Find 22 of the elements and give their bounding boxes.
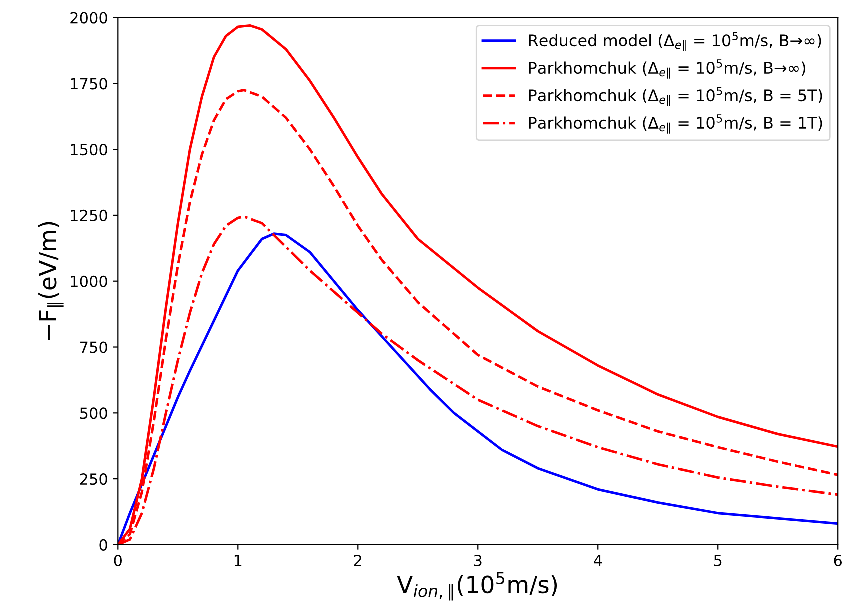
y-tick-label: 250 <box>80 474 108 486</box>
x-tick-label: 1 <box>234 555 242 566</box>
y-tick-label: 750 <box>80 342 108 354</box>
x-tick-label: 0 <box>114 554 122 567</box>
y-tick-label: 2000 <box>70 12 108 24</box>
y-tick-label: 500 <box>80 408 108 420</box>
x-axis-title: V$_{ion,∥}$(10$^{5}$m/s) <box>397 572 558 601</box>
y-tick-label: 1500 <box>71 144 108 156</box>
x-tick-label: 3 <box>474 554 482 567</box>
y-tick-label: 1250 <box>71 210 108 222</box>
legend-label: Reduced model (Δ$_{e∥}$ = 10$^{5}$m/s, B→∞) <box>529 32 822 52</box>
y-axis-title: −F$_{∥}$(eV/m) <box>38 222 64 340</box>
legend-label: Parkhomchuk (Δ$_{e∥}$ = 10$^{5}$m/s, B = 1T) <box>529 114 822 134</box>
legend-label: Parkhomchuk (Δ$_{e∥}$ = 10$^{5}$m/s, B = 5T) <box>529 87 822 106</box>
x-tick-label: 6 <box>834 554 842 567</box>
legend-label: Parkhomchuk (Δ$_{e∥}$ = 10$^{5}$m/s, B→∞) <box>529 60 806 79</box>
x-tick-label: 5 <box>714 555 722 567</box>
x-tick-label: 4 <box>594 555 602 566</box>
y-tick-label: 1000 <box>71 276 108 288</box>
y-tick-label: 1750 <box>71 78 108 90</box>
y-tick-label: 0 <box>100 539 108 551</box>
x-tick-label: 2 <box>354 554 362 566</box>
